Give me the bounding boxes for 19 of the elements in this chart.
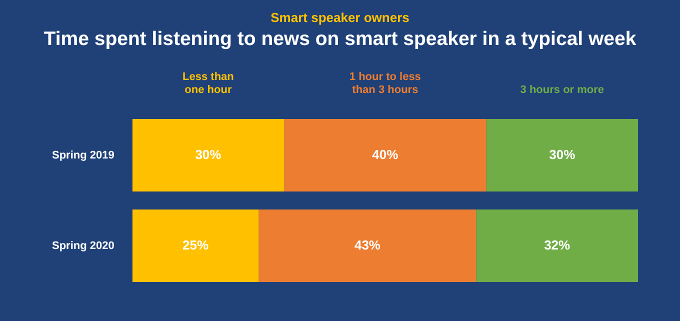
y-tick-label: Spring 2020 bbox=[52, 240, 114, 252]
data-label: 30% bbox=[195, 146, 222, 162]
bar bbox=[132, 119, 284, 192]
text: 3 hours or more bbox=[520, 84, 604, 96]
data-label: 40% bbox=[372, 146, 399, 162]
bar bbox=[486, 119, 638, 192]
data-label: 32% bbox=[544, 237, 571, 252]
text: Less than one hour bbox=[182, 71, 234, 96]
chart-subtitle: Smart speaker owners bbox=[270, 10, 410, 25]
bar bbox=[284, 119, 486, 192]
data-label: 43% bbox=[354, 237, 381, 252]
text: 1 hour to less than 3 hours bbox=[349, 71, 421, 96]
bar bbox=[476, 210, 638, 282]
bar bbox=[132, 210, 259, 282]
bar bbox=[258, 210, 476, 282]
data-label: 25% bbox=[182, 237, 210, 252]
y-tick-label: Spring 2019 bbox=[52, 149, 114, 162]
data-label: 30% bbox=[549, 146, 576, 162]
chart-title: Time spent listening to news on smart speaker in a typical week bbox=[42, 28, 638, 51]
